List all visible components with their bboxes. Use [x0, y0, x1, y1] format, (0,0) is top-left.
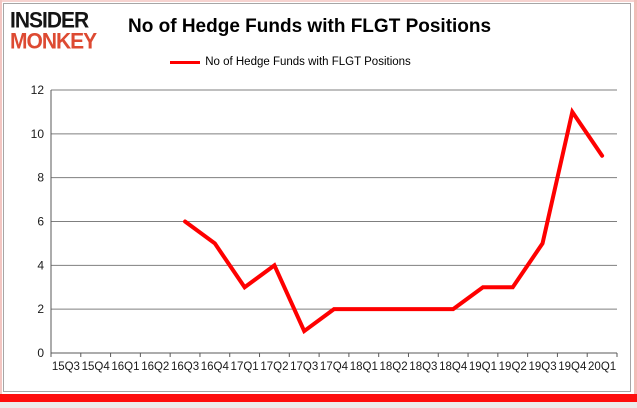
legend-label: No of Hedge Funds with FLGT Positions	[205, 56, 411, 68]
page-edge-left	[0, 0, 2, 394]
chart-title: No of Hedge Funds with FLGT Positions	[128, 16, 492, 37]
logo-text-insider: INSIDER	[10, 8, 89, 33]
insider-monkey-logo: INSIDER MONKEY	[10, 8, 97, 54]
legend: No of Hedge Funds with FLGT Positions	[0, 56, 609, 68]
page-edge-right	[634, 0, 637, 394]
legend-line-swatch	[170, 60, 201, 64]
page-edge-top	[0, 0, 637, 2]
bottom-red-border	[0, 394, 637, 402]
bottom-shadow-strip	[0, 402, 637, 408]
logo-text-monkey: MONKEY	[10, 29, 97, 54]
